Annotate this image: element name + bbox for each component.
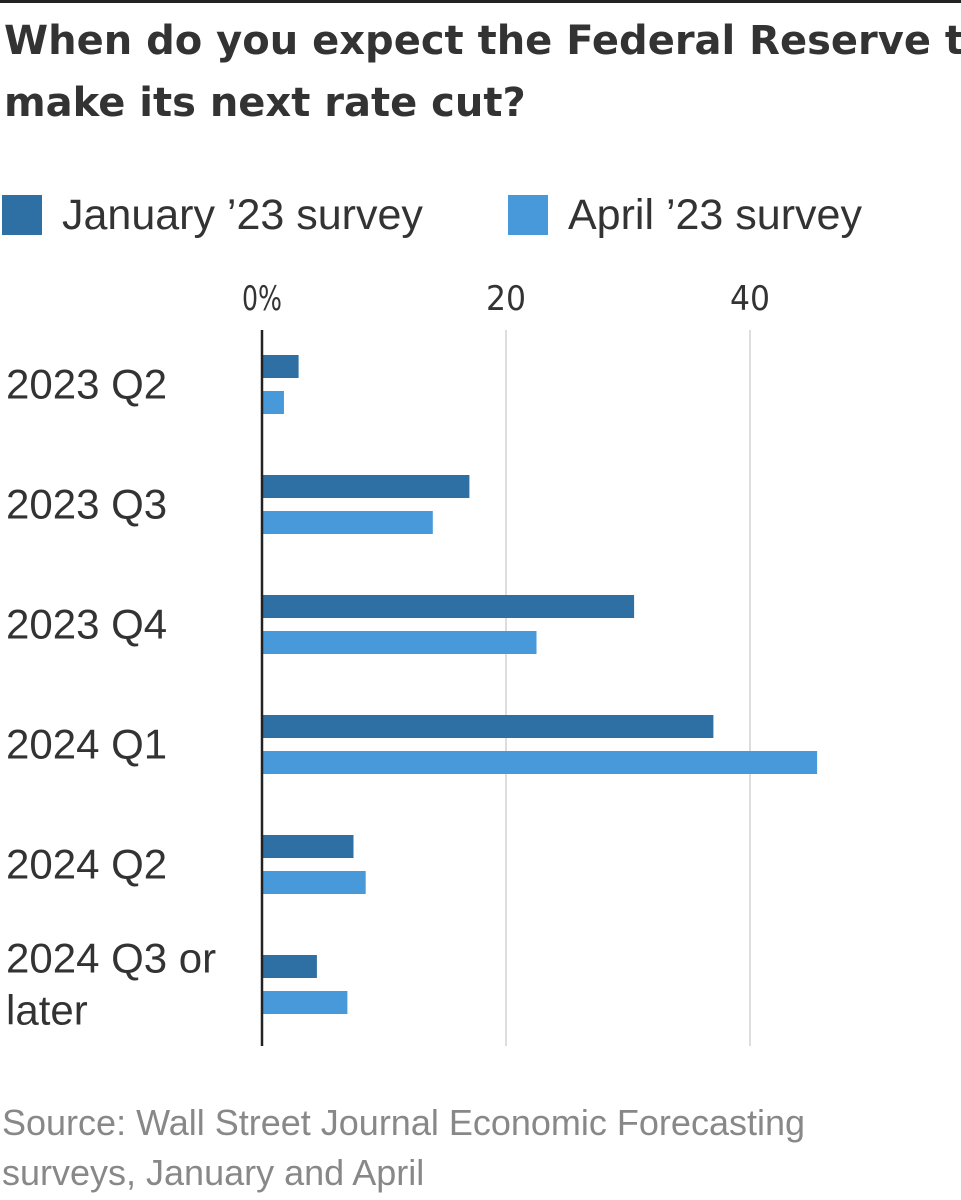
top-rule — [0, 0, 961, 3]
chart-title: When do you expect the Federal Reserve t… — [4, 10, 961, 134]
bar — [262, 391, 284, 414]
source-note-line-1: Source: Wall Street Journal Economic For… — [2, 1102, 806, 1143]
bar — [262, 631, 537, 654]
category-label: later — [6, 987, 88, 1034]
category-label: 2023 Q3 — [6, 481, 167, 528]
x-tick-label: 20 — [486, 279, 526, 319]
legend-swatch-january — [2, 195, 42, 235]
x-tick-label: 0% — [242, 279, 282, 319]
bar — [262, 955, 317, 978]
legend-label-april: April ’23 survey — [568, 191, 862, 239]
bar — [262, 991, 348, 1014]
chart-title-line-2: make its next rate cut? — [4, 80, 526, 126]
source-note-line-2: surveys, January and April — [2, 1152, 425, 1193]
category-label: 2024 Q1 — [6, 721, 167, 768]
category-label: 2023 Q2 — [6, 361, 167, 408]
legend-swatch-april — [508, 195, 548, 235]
bar — [262, 355, 299, 378]
x-tick-label: 40 — [730, 279, 770, 319]
bar — [262, 715, 714, 738]
chart-title-line-1: When do you expect the Federal Reserve t… — [4, 18, 961, 64]
bar — [262, 871, 366, 894]
bar — [262, 595, 635, 618]
category-label: 2024 Q3 or — [6, 935, 216, 982]
source-note: Source: Wall Street Journal Economic For… — [2, 1098, 952, 1198]
bar — [262, 751, 818, 774]
legend-label-january: January ’23 survey — [62, 191, 423, 239]
bar — [262, 835, 354, 858]
bar — [262, 511, 433, 534]
category-label: 2024 Q2 — [6, 841, 167, 888]
bar — [262, 475, 470, 498]
category-label: 2023 Q4 — [6, 601, 167, 648]
